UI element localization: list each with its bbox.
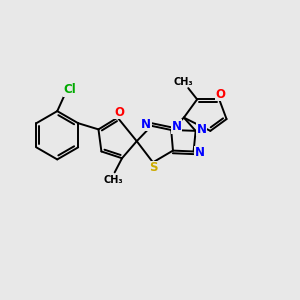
Text: N: N xyxy=(196,123,206,136)
Text: N: N xyxy=(194,146,205,159)
Text: Cl: Cl xyxy=(64,83,76,96)
Text: N: N xyxy=(172,120,182,133)
Text: N: N xyxy=(141,118,151,131)
Text: O: O xyxy=(216,88,226,100)
Text: S: S xyxy=(149,161,157,174)
Text: CH₃: CH₃ xyxy=(173,77,193,87)
Text: O: O xyxy=(114,106,124,119)
Text: CH₃: CH₃ xyxy=(103,175,123,185)
